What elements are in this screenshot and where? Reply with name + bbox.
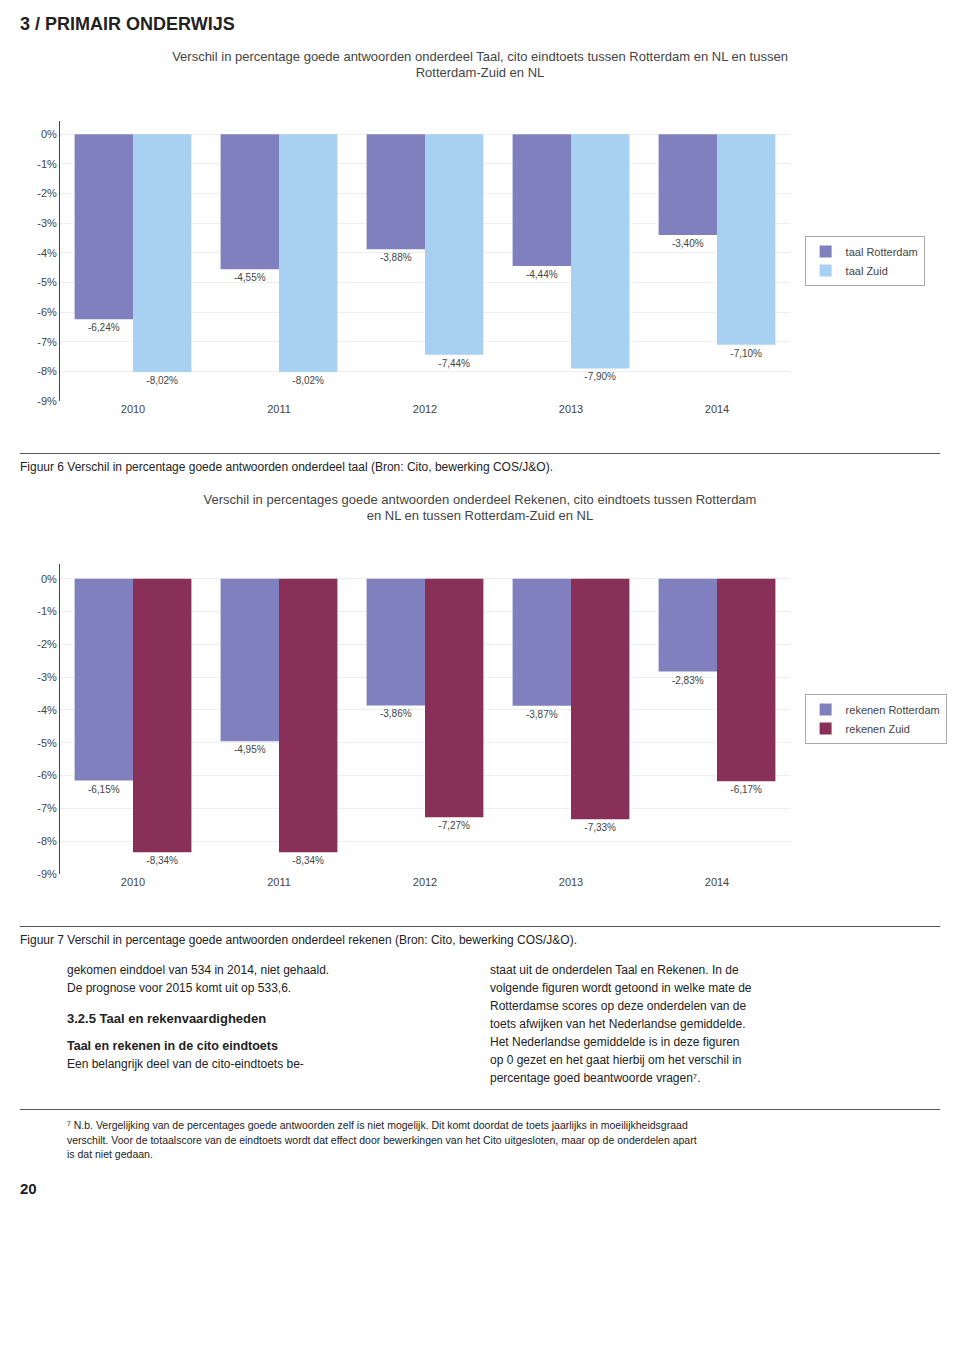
html-text:Taal en rekenen in de cito ein: Taal en rekenen in de cito eindtoets (67, 1038, 278, 1053)
svg-text:2014: 2014 (705, 876, 729, 888)
svg-text:-3,88%: -3,88% (380, 252, 412, 263)
svg-text:-3,87%: -3,87% (526, 709, 558, 720)
svg-text:-5%: -5% (37, 276, 57, 288)
svg-text:-7,33%: -7,33% (584, 822, 616, 833)
svg-text:-2%: -2% (37, 187, 57, 199)
svg-text:-3%: -3% (37, 217, 57, 229)
svg-text:-8%: -8% (37, 365, 57, 377)
html-text:3.2.5 Taal en rekenvaardighede: 3.2.5 Taal en rekenvaardigheden (67, 1011, 267, 1026)
svg-text:-2%: -2% (37, 638, 57, 650)
svg-text:-1%: -1% (37, 605, 57, 617)
svg-text:-6,15%: -6,15% (88, 784, 120, 795)
svg-text:rekenen Zuid: rekenen Zuid (846, 723, 910, 735)
svg-text:2012: 2012 (413, 876, 437, 888)
svg-text:-7,44%: -7,44% (438, 358, 470, 369)
html-text:gekomen einddoel van 534 in 20: gekomen einddoel van 534 in 2014, niet g… (67, 963, 330, 995)
svg-text:Verschil in percentage goede a: Verschil in percentage goede antwoorden … (172, 49, 788, 81)
html-text:Figuur 7 Verschil in percentag: Figuur 7 Verschil in percentage goede an… (20, 933, 577, 947)
svg-text:-8,02%: -8,02% (146, 375, 178, 386)
svg-text:-8,34%: -8,34% (146, 855, 178, 866)
svg-text:-8%: -8% (37, 835, 57, 847)
svg-text:2013: 2013 (559, 403, 583, 415)
svg-text:rekenen Rotterdam: rekenen Rotterdam (846, 704, 940, 716)
html-text:20: 20 (20, 1180, 37, 1198)
svg-text:-3,86%: -3,86% (380, 708, 412, 719)
svg-text:-3,40%: -3,40% (672, 238, 704, 249)
svg-text:-6%: -6% (37, 306, 57, 318)
svg-text:-7,27%: -7,27% (438, 820, 470, 831)
svg-text:-6,24%: -6,24% (88, 322, 120, 333)
svg-text:2011: 2011 (267, 876, 291, 888)
svg-text:-7%: -7% (37, 336, 57, 348)
svg-text:-7%: -7% (37, 802, 57, 814)
svg-text:-4%: -4% (37, 704, 57, 716)
svg-text:taal Zuid: taal Zuid (846, 265, 888, 277)
svg-text:-4%: -4% (37, 247, 57, 259)
svg-text:2010: 2010 (121, 876, 145, 888)
svg-text:-8,34%: -8,34% (292, 855, 324, 866)
html-text:Een belangrijk deel van de cit: Een belangrijk deel van de cito-eindtoet… (67, 1057, 304, 1072)
svg-text:-8,02%: -8,02% (292, 375, 324, 386)
svg-text:2012: 2012 (413, 403, 437, 415)
html-text:staat uit de onderdelen Taal e: staat uit de onderdelen Taal en Rekenen.… (490, 963, 752, 1085)
svg-text:-4,44%: -4,44% (526, 269, 558, 280)
svg-text:-6,17%: -6,17% (730, 784, 762, 795)
svg-text:-9%: -9% (37, 395, 57, 407)
svg-text:0%: 0% (41, 573, 57, 585)
svg-text:-6%: -6% (37, 769, 57, 781)
svg-text:2011: 2011 (267, 403, 291, 415)
svg-text:0%: 0% (41, 128, 57, 140)
svg-text:2013: 2013 (559, 876, 583, 888)
svg-text:taal Rotterdam: taal Rotterdam (846, 246, 918, 258)
svg-text:Verschil in percentages goede: Verschil in percentages goede antwoorden… (204, 492, 757, 524)
svg-text:-4,95%: -4,95% (234, 744, 266, 755)
svg-text:-9%: -9% (37, 868, 57, 880)
svg-text:-3%: -3% (37, 671, 57, 683)
svg-text:-2,83%: -2,83% (672, 675, 704, 686)
svg-text:2010: 2010 (121, 403, 145, 415)
svg-text:-7,10%: -7,10% (730, 348, 762, 359)
svg-text:2014: 2014 (705, 403, 729, 415)
html-text:Figuur 6 Verschil in percentag: Figuur 6 Verschil in percentage goede an… (20, 460, 553, 474)
html-text:is dat niet gedaan.: is dat niet gedaan. (67, 1148, 153, 1161)
svg-text:-1%: -1% (37, 158, 57, 170)
html-text:3 / PRIMAIR ONDERWIJS: 3 / PRIMAIR ONDERWIJS (20, 14, 235, 34)
html-text:verschilt. Voor de totaalscore: verschilt. Voor de totaalscore van de ei… (67, 1133, 697, 1146)
svg-text:-4,55%: -4,55% (234, 272, 266, 283)
svg-text:-5%: -5% (37, 737, 57, 749)
html-text:⁷ N.b. Vergelijking van de per: ⁷ N.b. Vergelijking van de percentages g… (67, 1119, 688, 1131)
svg-text:-7,90%: -7,90% (584, 371, 616, 382)
